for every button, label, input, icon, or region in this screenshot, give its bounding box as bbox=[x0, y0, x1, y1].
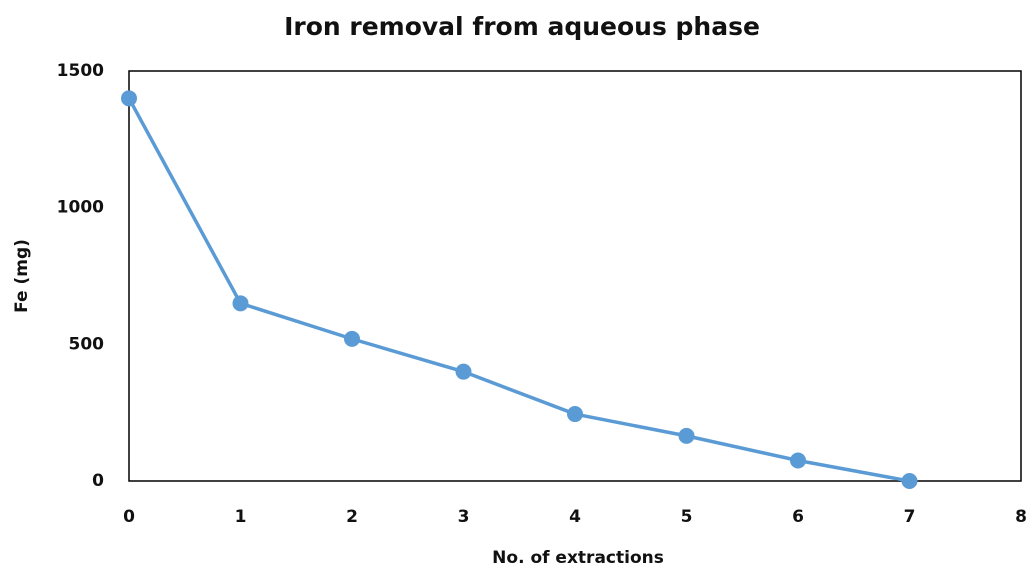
x-tick-label: 2 bbox=[346, 507, 358, 527]
data-point bbox=[678, 427, 695, 444]
y-tick-label: 1500 bbox=[57, 61, 104, 81]
plot-frame bbox=[128, 70, 1022, 482]
y-axis-label: Fe (mg) bbox=[12, 239, 32, 313]
x-tick-label: 8 bbox=[1015, 507, 1027, 527]
data-point bbox=[121, 90, 137, 107]
data-point bbox=[232, 295, 249, 312]
data-point bbox=[901, 473, 918, 489]
x-tick-label: 0 bbox=[123, 507, 135, 527]
data-point bbox=[567, 406, 583, 423]
x-tick-label: 4 bbox=[569, 507, 581, 527]
y-tick-label: 0 bbox=[92, 471, 104, 491]
x-tick-label: 7 bbox=[904, 507, 916, 527]
data-point bbox=[790, 452, 806, 469]
series-line bbox=[127, 97, 910, 483]
x-tick-label: 1 bbox=[235, 507, 247, 527]
x-axis-label: No. of extractions bbox=[492, 548, 664, 568]
y-tick-label: 1000 bbox=[57, 198, 104, 218]
x-tick-label: 3 bbox=[458, 507, 470, 527]
data-point bbox=[344, 330, 360, 347]
x-tick-label: 5 bbox=[681, 507, 693, 527]
y-tick-label: 500 bbox=[69, 334, 105, 354]
x-tick-label: 6 bbox=[792, 507, 804, 527]
data-point bbox=[455, 363, 472, 380]
chart-title: Iron removal from aqueous phase bbox=[284, 12, 760, 41]
